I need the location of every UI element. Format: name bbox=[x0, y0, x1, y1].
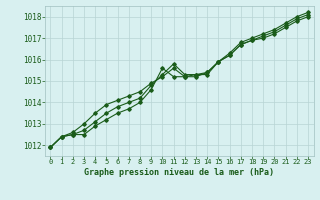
X-axis label: Graphe pression niveau de la mer (hPa): Graphe pression niveau de la mer (hPa) bbox=[84, 168, 274, 177]
